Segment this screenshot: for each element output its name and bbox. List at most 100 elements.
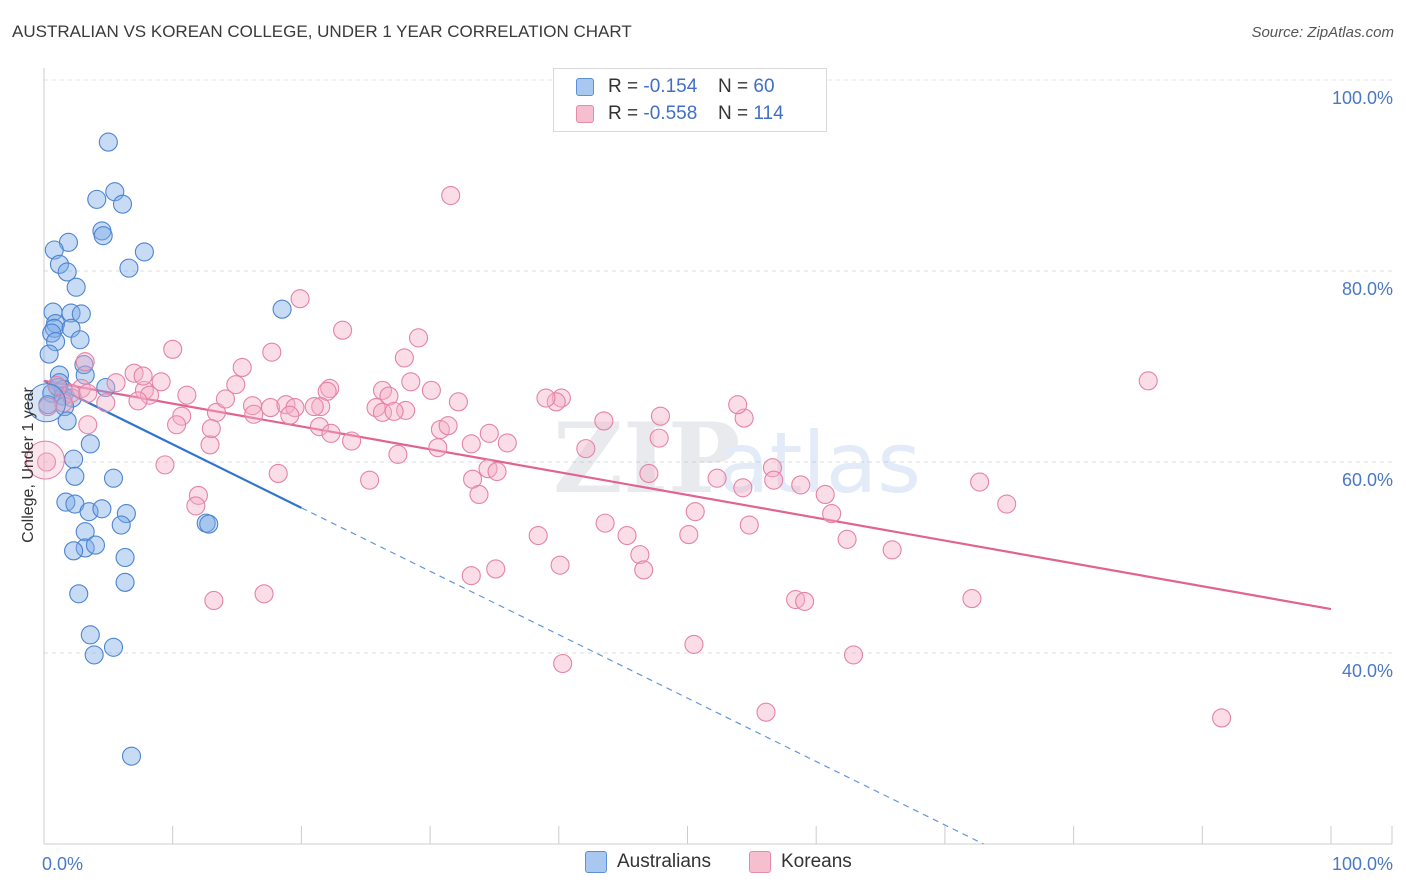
data-point <box>649 428 669 448</box>
data-point <box>87 189 107 209</box>
data-point <box>96 377 116 398</box>
data-point <box>199 514 219 534</box>
data-point <box>44 240 64 260</box>
data-point <box>421 380 441 400</box>
chart-source: Source: ZipAtlas.com <box>1251 24 1394 41</box>
data-point <box>201 419 221 439</box>
legend-item-koreans[interactable]: Koreans <box>749 851 852 873</box>
data-point <box>103 468 124 488</box>
y-tick-label: 60.0% <box>1342 470 1393 490</box>
axes <box>43 68 1393 845</box>
data-point <box>121 746 142 766</box>
data-point <box>204 590 224 611</box>
data-point <box>486 559 506 579</box>
data-point <box>232 357 252 378</box>
legend-n-label: N = <box>718 76 749 97</box>
data-point <box>163 339 183 359</box>
y-tick-label: 100.0% <box>1332 88 1393 108</box>
data-point <box>333 320 353 340</box>
legend-swatch-australians <box>585 851 607 873</box>
data-point <box>119 258 139 278</box>
data-point <box>822 504 842 524</box>
data-point <box>764 470 784 490</box>
data-point <box>553 653 573 674</box>
data-point <box>388 444 408 464</box>
data-point <box>321 423 341 443</box>
data-point <box>71 304 91 324</box>
trend-line-koreans <box>43 379 1332 611</box>
data-point <box>200 435 220 455</box>
stats-legend: R = -0.154 N = 60 R = -0.558 N = 114 <box>553 68 827 132</box>
data-point <box>70 330 90 350</box>
legend-item-australians[interactable]: Australians <box>585 851 711 873</box>
data-point <box>167 415 187 435</box>
data-point <box>133 366 153 386</box>
legend-r-value: -0.154 <box>643 76 698 97</box>
data-point <box>186 496 206 516</box>
data-point <box>650 406 671 426</box>
legend-label-australians: Australians <box>617 851 711 872</box>
legend-r-label: R = <box>608 103 639 124</box>
data-point <box>116 504 136 524</box>
legend-row-koreans: R = -0.558 N = 114 <box>576 101 784 127</box>
tick-labels: 40.0% 60.0% 80.0% 100.0% 0.0% 100.0% <box>42 88 1393 874</box>
legend-r-label: R = <box>608 76 639 97</box>
data-point <box>84 645 104 665</box>
legend-swatch-koreans <box>576 105 594 123</box>
data-point <box>469 484 489 505</box>
data-point <box>550 555 570 575</box>
data-point <box>551 388 571 408</box>
legend-row-australians: R = -0.154 N = 60 <box>576 74 778 100</box>
data-point <box>487 461 507 482</box>
data-point <box>448 392 468 412</box>
watermark-zip: ZIP <box>553 402 740 515</box>
data-point <box>268 463 288 484</box>
legend-n-label: N = <box>718 103 749 124</box>
data-point <box>78 383 98 403</box>
data-point <box>882 540 902 560</box>
data-point <box>438 416 458 436</box>
data-point <box>92 499 112 519</box>
chart-title: AUSTRALIAN VS KOREAN COLLEGE, UNDER 1 YE… <box>12 22 632 41</box>
series-koreans <box>37 186 1232 728</box>
data-point <box>57 411 77 431</box>
data-point <box>428 438 448 458</box>
data-point <box>27 383 67 423</box>
data-point <box>260 398 281 418</box>
data-point <box>401 372 421 392</box>
data-point <box>679 525 699 545</box>
data-point <box>115 572 135 592</box>
data-point <box>115 547 135 568</box>
data-point <box>733 478 753 498</box>
data-point <box>66 277 86 297</box>
data-point <box>280 405 300 425</box>
data-point <box>254 584 274 604</box>
data-point <box>970 472 990 492</box>
data-point <box>112 194 133 214</box>
data-point <box>46 332 66 352</box>
legend-n-value: 114 <box>753 103 784 124</box>
data-point <box>304 397 324 417</box>
data-point <box>815 484 835 505</box>
data-point <box>639 463 659 484</box>
data-point <box>226 375 246 395</box>
data-point <box>134 242 154 262</box>
data-point <box>594 411 614 431</box>
data-point <box>155 455 175 475</box>
data-point <box>25 440 65 480</box>
data-point <box>441 186 461 206</box>
legend-swatch-australians <box>576 78 594 96</box>
data-point <box>546 392 566 412</box>
data-points <box>25 132 1232 766</box>
data-point <box>49 254 69 274</box>
series-legend: Australians Koreans <box>0 851 1406 879</box>
data-point <box>61 383 81 403</box>
data-point <box>80 434 100 454</box>
data-point <box>128 391 148 411</box>
data-point <box>837 529 857 549</box>
watermark: ZIP atlas <box>553 402 921 515</box>
data-point <box>497 433 517 453</box>
data-point <box>962 589 982 609</box>
data-point <box>75 522 95 542</box>
